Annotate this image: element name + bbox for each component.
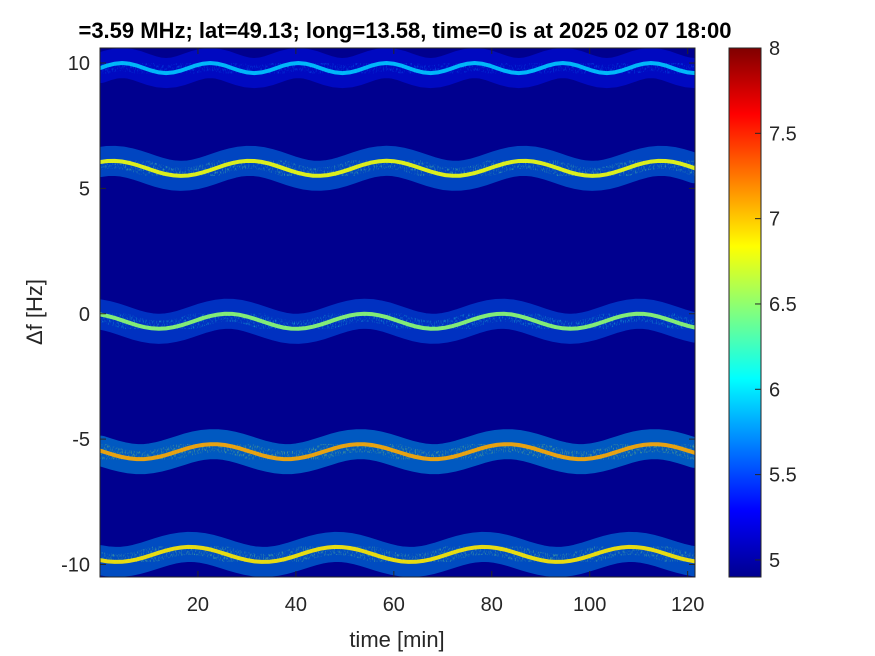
x-axis-ticks: 20 40 60 80 100 120 [187, 48, 704, 616]
band-core [100, 158, 695, 178]
signal-band [100, 48, 695, 89]
chart-title: =3.59 MHz; lat=49.13; long=13.58, time=0… [78, 18, 731, 43]
heatmap-plot-area [100, 48, 695, 577]
colorbar-tick-label: 7 [769, 209, 780, 231]
signal-band [100, 145, 695, 191]
y-axis-ticks: 10 5 0 -5 -10 [61, 53, 695, 576]
y-tick-label: -10 [61, 554, 90, 576]
band-core [100, 60, 695, 76]
signal-band [100, 531, 695, 577]
band-core [100, 311, 695, 331]
x-tick-label: 100 [573, 594, 606, 616]
y-tick-label: 0 [79, 304, 90, 326]
signal-band [100, 298, 695, 344]
colorbar [728, 47, 762, 578]
x-tick-label: 20 [187, 594, 209, 616]
colorbar-tick-label: 6.5 [769, 294, 797, 316]
band-core [100, 544, 695, 564]
plot-frame [99, 47, 696, 578]
signal-bands [100, 48, 695, 577]
colorbar-tick-label: 5.5 [769, 465, 797, 487]
x-axis-label: time [min] [349, 627, 444, 652]
signal-band [100, 429, 695, 475]
y-tick-label: 5 [79, 178, 90, 200]
x-tick-label: 80 [481, 594, 503, 616]
x-tick-label: 60 [383, 594, 405, 616]
colorbar-tick-label: 6 [769, 379, 780, 401]
y-tick-label: -5 [72, 429, 90, 451]
colorbar-ticks: 5 5.5 6 6.5 7 7.5 8 [755, 38, 797, 572]
x-tick-label: 40 [285, 594, 307, 616]
colorbar-tick-label: 7.5 [769, 123, 797, 145]
y-tick-label: 10 [68, 53, 90, 75]
x-tick-label: 120 [671, 594, 704, 616]
y-axis-label: Δf [Hz] [22, 279, 47, 345]
colorbar-tick-label: 8 [769, 38, 780, 60]
colorbar-tick-label: 5 [769, 550, 780, 572]
band-core [100, 442, 695, 462]
